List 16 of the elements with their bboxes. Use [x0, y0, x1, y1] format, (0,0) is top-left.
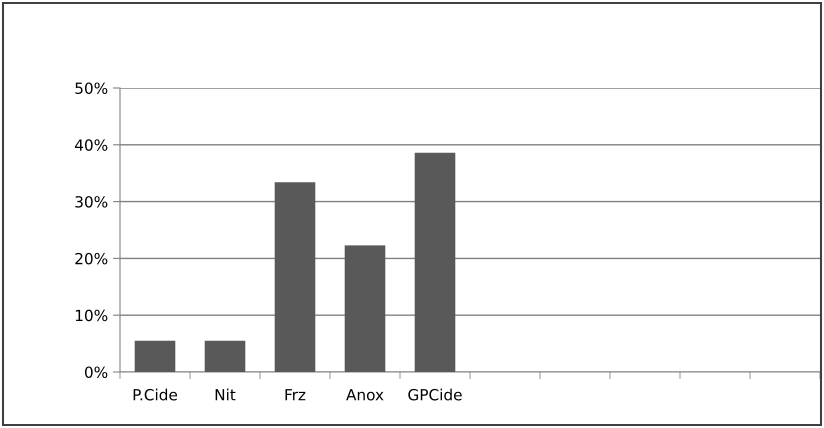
bar — [204, 340, 246, 372]
x-tick-label: Nit — [216, 388, 236, 400]
x-tick-label: GPCide — [408, 388, 462, 400]
y-tick-label: 40% — [74, 139, 108, 151]
y-tick-label: 20% — [75, 252, 108, 264]
y-tick-label: 30% — [75, 196, 108, 208]
x-tick-label: P.Cide — [134, 388, 178, 400]
bar — [344, 245, 386, 372]
bar — [134, 340, 176, 372]
y-tick-label: 50% — [75, 82, 108, 94]
y-tick-label: 0% — [84, 366, 108, 378]
y-tick-label: 10% — [76, 310, 108, 322]
bar — [274, 182, 316, 372]
bar — [414, 152, 456, 372]
x-tick-label: Anox — [346, 389, 384, 400]
x-tick-label: Frz — [286, 389, 306, 400]
